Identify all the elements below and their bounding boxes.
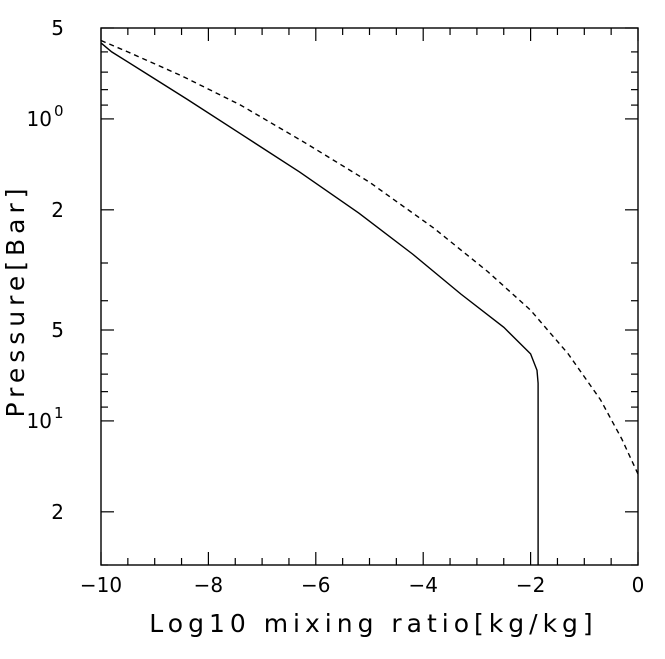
plot-frame [100,27,639,566]
y-tick-label: 5 [51,318,64,342]
x-tick-label: −6 [301,573,330,597]
y-tick-exponent: 0 [54,102,64,120]
y-tick-label: 2 [51,198,64,222]
y-axis-title: Pressure[Bar] [1,183,30,417]
y-tick-label: 2 [51,500,64,524]
x-tick-label: −8 [194,573,223,597]
y-tick-label: 5 [51,16,64,40]
y-tick-label: 10 [27,107,52,131]
x-tick-label: −4 [408,573,437,597]
series-layer [101,39,638,565]
dashed-series-line [101,39,638,475]
solid-series-line [101,42,539,565]
x-tick-label: −10 [80,573,122,597]
x-tick-label: 0 [632,573,645,597]
y-tick-label: 10 [27,409,52,433]
x-axis-title: Log10 mixing ratio[kg/kg] [149,609,597,638]
x-tick-label: −2 [516,573,545,597]
y-tick-exponent: 1 [54,404,64,422]
